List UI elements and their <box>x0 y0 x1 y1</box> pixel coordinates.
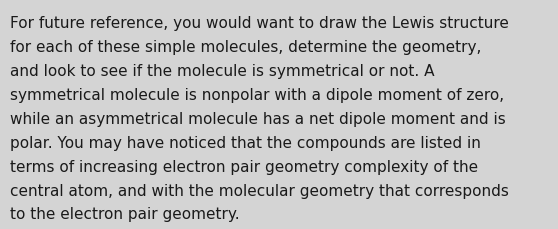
Text: for each of these simple molecules, determine the geometry,: for each of these simple molecules, dete… <box>10 40 482 55</box>
Text: and look to see if the molecule is symmetrical or not. A: and look to see if the molecule is symme… <box>10 64 435 79</box>
Text: while an asymmetrical molecule has a net dipole moment and is: while an asymmetrical molecule has a net… <box>10 111 506 126</box>
Text: symmetrical molecule is nonpolar with a dipole moment of zero,: symmetrical molecule is nonpolar with a … <box>10 87 504 102</box>
Text: polar. You may have noticed that the compounds are listed in: polar. You may have noticed that the com… <box>10 135 481 150</box>
Text: terms of increasing electron pair geometry complexity of the: terms of increasing electron pair geomet… <box>10 159 478 174</box>
Text: For future reference, you would want to draw the Lewis structure: For future reference, you would want to … <box>10 16 509 31</box>
Text: to the electron pair geometry.: to the electron pair geometry. <box>10 207 240 221</box>
Text: central atom, and with the molecular geometry that corresponds: central atom, and with the molecular geo… <box>10 183 509 198</box>
